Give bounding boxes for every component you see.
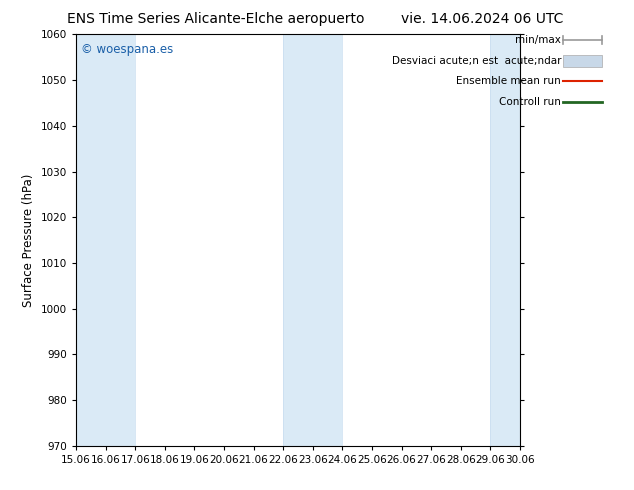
Bar — [283, 34, 342, 446]
Bar — [490, 34, 520, 446]
Y-axis label: Surface Pressure (hPa): Surface Pressure (hPa) — [22, 173, 36, 307]
Text: Desviaci acute;n est  acute;ndar: Desviaci acute;n est acute;ndar — [392, 56, 561, 66]
Text: vie. 14.06.2024 06 UTC: vie. 14.06.2024 06 UTC — [401, 12, 563, 26]
Text: © woespana.es: © woespana.es — [81, 43, 173, 55]
Text: Ensemble mean run: Ensemble mean run — [456, 76, 561, 86]
Text: Controll run: Controll run — [499, 97, 561, 107]
Bar — [76, 34, 135, 446]
Text: ENS Time Series Alicante-Elche aeropuerto: ENS Time Series Alicante-Elche aeropuert… — [67, 12, 365, 26]
Text: min/max: min/max — [515, 35, 561, 45]
